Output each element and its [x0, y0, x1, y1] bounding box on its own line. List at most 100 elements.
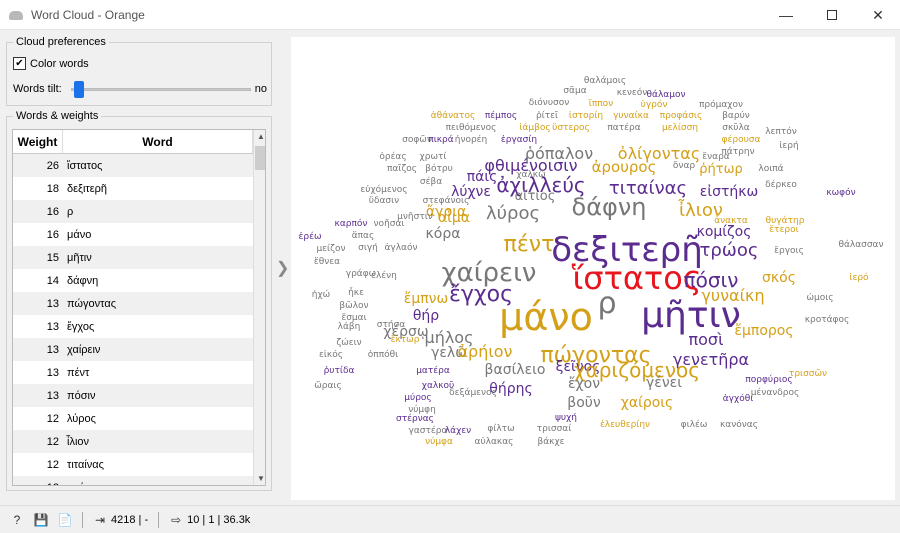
- table-scrollbar[interactable]: ▲ ▼: [253, 130, 265, 485]
- cloud-word: ῥίτεῖ: [536, 111, 558, 121]
- cloud-word: ἱερή: [779, 141, 798, 151]
- cloud-word: πικρά: [428, 135, 453, 145]
- help-icon[interactable]: ?: [13, 512, 21, 527]
- cloud-word: ἠνορέη: [455, 134, 488, 145]
- cloud-word: κροτάφος: [805, 315, 850, 325]
- word-cell: τρώος: [63, 482, 253, 486]
- cloud-word: ἀνακτα: [714, 216, 748, 226]
- table-row[interactable]: 15 μῆτιν: [13, 246, 253, 269]
- table-row[interactable]: 13 χαίρειν: [13, 338, 253, 361]
- cloud-word: παῖζος: [387, 164, 417, 174]
- orange-app-icon: [9, 9, 23, 21]
- collapse-arrow-icon[interactable]: ❯: [276, 260, 290, 277]
- cloud-word: αἴτιος: [515, 189, 556, 204]
- weight-column-header[interactable]: ⌃ Weight: [13, 130, 63, 153]
- cloud-word: ῥήτωρ: [699, 162, 742, 177]
- weight-cell: 16: [46, 205, 59, 218]
- cloud-word: ὕστερος: [552, 123, 590, 133]
- words-tilt-slider[interactable]: [71, 88, 251, 91]
- cloud-word: θυγάτηρ: [766, 216, 805, 226]
- cloud-word: νύμφη: [408, 404, 436, 415]
- table-row[interactable]: 26 ἵστατος: [13, 154, 253, 177]
- cloud-word: ὀρέας: [379, 151, 406, 162]
- table-row[interactable]: 12τρώος: [13, 476, 253, 486]
- table-row[interactable]: 16 μάνο: [13, 223, 253, 246]
- cloud-word: ἵππον: [588, 99, 613, 109]
- cloud-word: ἔχον: [568, 376, 600, 392]
- cloud-word: διόνυσον: [529, 97, 570, 108]
- cloud-word: τρισσῶν: [789, 369, 827, 379]
- table-row[interactable]: 14 δάφνη: [13, 269, 253, 292]
- cloud-word: δεξιτερῆ: [551, 230, 703, 270]
- word-column-header[interactable]: Word: [63, 130, 253, 153]
- word-cell: πώγοντας: [67, 297, 116, 310]
- cloud-word: μένανδρος: [751, 387, 800, 398]
- words-weights-group: Words & weights ⌃ Weight Word 26 ἵστατος 1…: [6, 110, 272, 491]
- cloud-word: ἕτεροι: [769, 225, 798, 235]
- cloud-word: λύχνε: [451, 184, 491, 200]
- weight-cell: 13: [46, 389, 59, 402]
- weight-cell: 14: [46, 274, 59, 287]
- cloud-word: ἄγρια: [426, 204, 466, 220]
- words-table[interactable]: ⌃ Weight Word 26 ἵστατος 18 δεξιτερῆ 16 ρ 16 μά…: [12, 129, 266, 486]
- maximize-button[interactable]: [809, 0, 855, 30]
- word-cell: ἵστατος: [67, 159, 103, 172]
- word-cell: μάνο: [67, 228, 92, 241]
- cloud-word: ἀθάνατος: [431, 111, 476, 121]
- cloud-word: ἠχώ: [312, 289, 330, 300]
- color-words-checkbox[interactable]: ✔ Color words: [13, 57, 89, 70]
- cloud-word: γαστέρα: [409, 425, 448, 436]
- cloud-word: ἔθνεα: [314, 257, 340, 267]
- cloud-word: ἀχιλλεύς: [496, 173, 585, 197]
- cloud-word: εὐχόμενος: [360, 184, 407, 195]
- scroll-down-icon[interactable]: ▼: [257, 474, 265, 483]
- cloud-word: πώγοντας: [540, 343, 651, 368]
- cloud-word: ἔμπνω: [404, 291, 448, 307]
- table-row[interactable]: 13 πέντ: [13, 361, 253, 384]
- cloud-word: εἰστήκω: [700, 184, 758, 200]
- table-row[interactable]: 13 πώγοντας: [13, 292, 253, 315]
- cloud-word: βάκχε: [537, 437, 564, 447]
- word-cell: μῆτιν: [67, 251, 92, 264]
- minimize-button[interactable]: —: [763, 0, 809, 30]
- cloud-word: πέμπος: [485, 110, 517, 121]
- table-row[interactable]: 12 ἶλιον: [13, 430, 253, 453]
- save-icon[interactable]: 💾: [33, 512, 49, 527]
- cloud-word: μήλος: [425, 328, 474, 347]
- cloud-word: δάφνη: [572, 193, 647, 221]
- words-weights-title: Words & weights: [13, 110, 102, 122]
- cloud-word: ἵστατος: [571, 259, 701, 297]
- cloud-word: στέρνας: [396, 413, 434, 424]
- word-cell: λύρος: [67, 412, 96, 425]
- table-row[interactable]: 16 ρ: [13, 200, 253, 223]
- word-cell: πόσιν: [67, 389, 96, 402]
- cloud-word: καρπόν: [335, 218, 368, 229]
- table-row[interactable]: 13 ἔγχος: [13, 315, 253, 338]
- cloud-word: λύρος: [486, 203, 540, 224]
- cloud-word: ἅπας: [352, 231, 375, 241]
- cloud-word: μείζον: [316, 244, 345, 254]
- table-row[interactable]: 13 πόσιν: [13, 384, 253, 407]
- table-row[interactable]: 18 δεξιτερῆ: [13, 177, 253, 200]
- cloud-word: λοιπά: [758, 164, 783, 174]
- checkmark-icon[interactable]: ✔: [13, 57, 26, 70]
- input-icon: ⇥: [94, 512, 106, 527]
- cloud-word: πορφύριος: [745, 374, 792, 385]
- close-button[interactable]: ✕: [855, 0, 900, 30]
- cloud-word: πάις: [467, 169, 498, 185]
- table-row[interactable]: 12 λύρος: [13, 407, 253, 430]
- cloud-word: φίλτω: [487, 424, 514, 434]
- cloud-word: πόσιν: [684, 268, 739, 292]
- scroll-up-icon[interactable]: ▲: [257, 132, 265, 141]
- cloud-word: ἰστορίη: [569, 111, 603, 121]
- cloud-word: γελῶ: [431, 345, 467, 361]
- maximize-icon: [827, 10, 837, 20]
- cloud-word: βῶλον: [339, 301, 368, 311]
- table-row[interactable]: 12 τιταίνας: [13, 453, 253, 476]
- words-tilt-slider-handle[interactable]: [74, 81, 84, 98]
- cloud-word: γυναίκα: [613, 111, 649, 121]
- scroll-thumb[interactable]: [255, 146, 265, 170]
- report-icon[interactable]: 📄: [57, 512, 73, 527]
- cloud-word: μάνο: [499, 295, 593, 339]
- cloud-word: σᾶμα: [563, 86, 586, 96]
